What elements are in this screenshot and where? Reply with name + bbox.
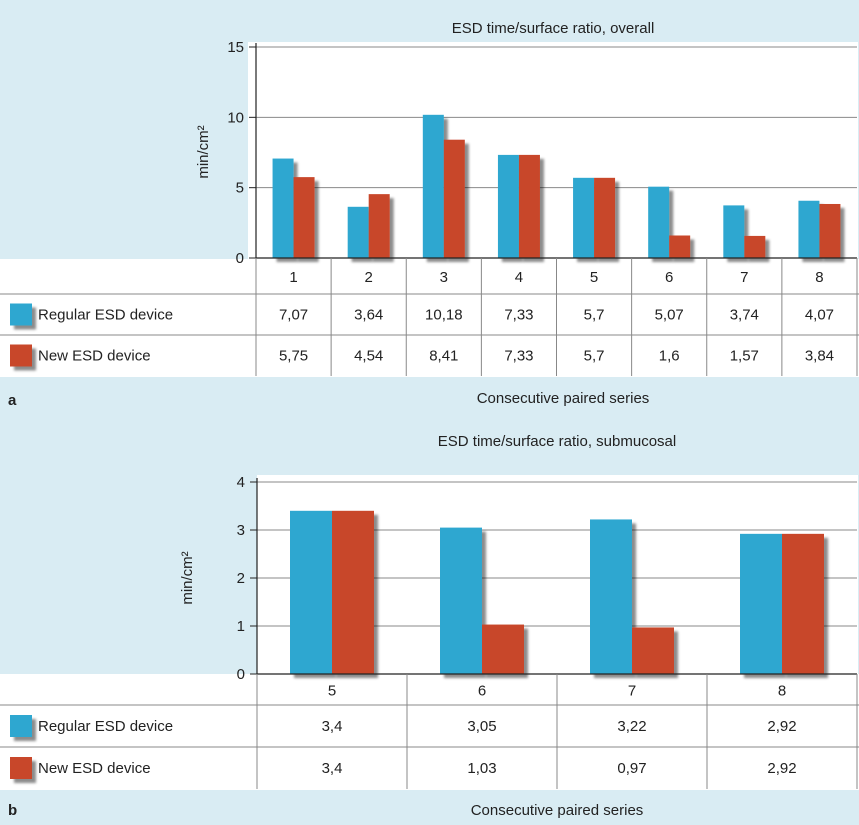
legend-label-a: New ESD device [38, 348, 151, 365]
y-axis-label-a: min/cm² [195, 125, 212, 178]
data-label-a: 4,07 [805, 307, 834, 324]
bar-regular-a [723, 205, 745, 258]
bar-new-a [518, 154, 540, 258]
x-tick-label-b: 6 [478, 683, 486, 700]
table-area-a [0, 259, 859, 377]
bar-regular-b [290, 510, 332, 674]
bar-regular-a [648, 186, 670, 258]
y-tick-label-b: 4 [237, 474, 245, 491]
chart-title-b: ESD time/surface ratio, submucosal [438, 433, 676, 450]
data-label-b: 2,92 [767, 760, 796, 777]
y-tick-label-b: 0 [237, 666, 245, 683]
x-tick-label-a: 8 [815, 269, 823, 286]
x-tick-label-a: 3 [440, 269, 448, 286]
plot-area-a [248, 42, 858, 259]
data-label-a: 5,7 [584, 348, 605, 365]
data-label-a: 8,41 [429, 348, 458, 365]
data-label-a: 5,07 [655, 307, 684, 324]
y-tick-label-a: 5 [236, 180, 244, 197]
data-label-a: 3,64 [354, 307, 383, 324]
bar-new-b [632, 627, 674, 674]
x-tick-label-b: 8 [778, 683, 786, 700]
x-tick-label-b: 7 [628, 683, 636, 700]
panel-letter-a: a [8, 392, 17, 409]
bar-new-a [293, 177, 315, 258]
data-label-a: 7,33 [504, 348, 533, 365]
panel-a: ESD time/surface ratio, overall min/cm² … [0, 20, 859, 409]
y-tick-label-b: 3 [237, 522, 245, 539]
x-tick-label-b: 5 [328, 683, 336, 700]
y-tick-label-b: 1 [237, 618, 245, 635]
table-area-b [0, 674, 859, 790]
legend-swatch-a [10, 344, 32, 367]
bar-regular-b [590, 519, 632, 674]
bar-regular-a [272, 158, 294, 258]
legend-swatch-b [10, 757, 32, 779]
y-axis-label-b: min/cm² [179, 551, 196, 604]
x-tick-label-a: 4 [515, 269, 523, 286]
bar-regular-a [798, 200, 820, 258]
data-label-a: 3,84 [805, 348, 834, 365]
y-tick-label-a: 15 [227, 39, 244, 56]
bar-new-a [368, 194, 390, 258]
panel-b: ESD time/surface ratio, submucosal min/c… [0, 433, 859, 819]
data-label-a: 4,54 [354, 348, 383, 365]
bar-new-a [819, 203, 841, 258]
y-tick-label-a: 10 [227, 109, 244, 126]
y-tick-label-b: 2 [237, 570, 245, 587]
data-label-a: 1,6 [659, 348, 680, 365]
legend-label-a: Regular ESD device [38, 307, 173, 324]
bar-regular-a [347, 206, 369, 258]
x-axis-label-a: Consecutive paired series [477, 390, 650, 407]
bar-new-a [594, 177, 616, 258]
data-label-b: 1,03 [467, 760, 496, 777]
panel-letter-b: b [8, 802, 17, 819]
x-tick-label-a: 2 [365, 269, 373, 286]
x-tick-label-a: 1 [289, 269, 297, 286]
x-tick-label-a: 5 [590, 269, 598, 286]
data-label-a: 5,7 [584, 307, 605, 324]
bar-new-b [782, 533, 824, 674]
data-label-a: 1,57 [730, 348, 759, 365]
bar-new-a [443, 139, 465, 258]
data-label-b: 3,22 [617, 718, 646, 735]
chart-title-a: ESD time/surface ratio, overall [452, 20, 655, 37]
bar-regular-a [573, 177, 595, 258]
x-axis-label-b: Consecutive paired series [471, 802, 644, 819]
data-label-b: 3,4 [322, 760, 343, 777]
bar-new-b [332, 510, 374, 674]
data-label-b: 2,92 [767, 718, 796, 735]
data-label-a: 3,74 [730, 307, 759, 324]
x-tick-label-a: 6 [665, 269, 673, 286]
legend-swatch-a [10, 303, 32, 326]
x-tick-label-a: 7 [740, 269, 748, 286]
bar-regular-b [440, 527, 482, 674]
data-label-b: 3,4 [322, 718, 343, 735]
y-tick-label-a: 0 [236, 250, 244, 267]
bar-regular-b [740, 533, 782, 674]
legend-swatch-b [10, 715, 32, 737]
legend-label-b: New ESD device [38, 760, 151, 777]
bar-new-b [482, 624, 524, 674]
bar-regular-a [497, 154, 519, 258]
bar-new-a [669, 235, 691, 258]
data-label-b: 3,05 [467, 718, 496, 735]
data-label-b: 0,97 [617, 760, 646, 777]
data-label-a: 5,75 [279, 348, 308, 365]
data-label-a: 7,07 [279, 307, 308, 324]
data-label-a: 7,33 [504, 307, 533, 324]
data-label-a: 10,18 [425, 307, 463, 324]
legend-label-b: Regular ESD device [38, 718, 173, 735]
bar-new-a [744, 235, 766, 258]
bar-regular-a [422, 114, 444, 258]
